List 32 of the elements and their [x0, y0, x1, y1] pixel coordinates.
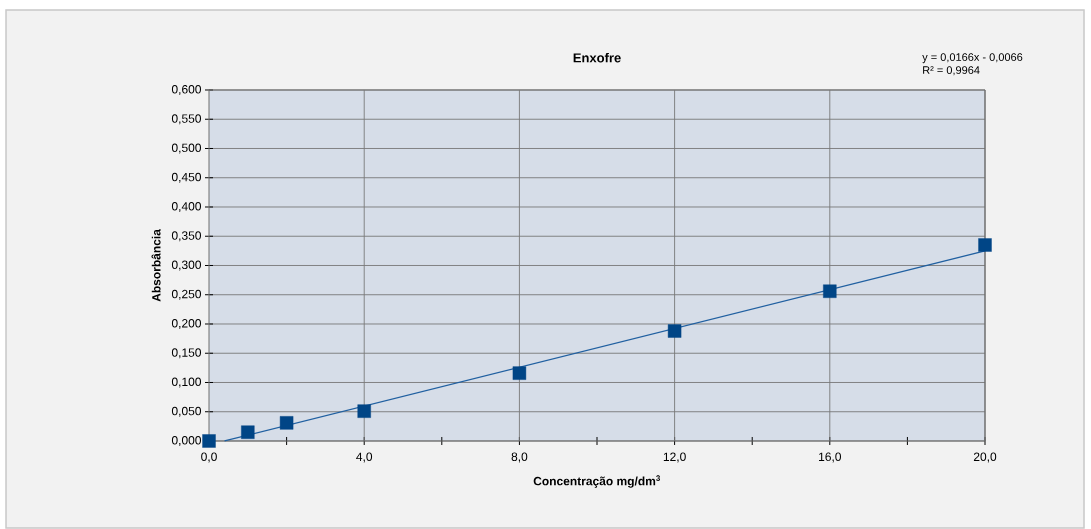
x-tick-label: 20,0 — [973, 452, 997, 463]
point — [512, 366, 527, 380]
x-tick-label: 12,0 — [663, 452, 686, 463]
y-tick-label: 0,300 — [171, 260, 202, 271]
x-tick-label: 8,0 — [511, 452, 528, 463]
y-tick-label: 0,000 — [171, 436, 202, 446]
y-tick-label: 0,100 — [171, 377, 202, 388]
y-tick-label: 0,350 — [171, 231, 202, 242]
y-tick-label: 0,550 — [171, 114, 202, 125]
y-axis-title: Absorbância — [151, 229, 161, 302]
point — [357, 404, 371, 418]
point — [667, 324, 682, 338]
y-tick-label: 0,150 — [171, 348, 202, 359]
y-tick-label: 0,250 — [171, 289, 202, 300]
point — [823, 284, 837, 298]
x-tick-label: 4,0 — [356, 452, 373, 463]
chart-title: Enxofre — [573, 52, 621, 63]
x-tick-label: 16,0 — [819, 452, 842, 463]
y-tick-label: 0,450 — [171, 172, 202, 183]
text: R² = 0,9964 — [923, 66, 980, 76]
text: y = 0,0166x - 0,0066 — [922, 53, 1023, 64]
y-tick-label: 0,200 — [171, 319, 202, 329]
point — [279, 416, 294, 430]
point — [978, 238, 992, 252]
y-tick-label: 0,050 — [171, 406, 202, 417]
y-tick-label: 0,600 — [171, 85, 202, 95]
y-tick-label: 0,400 — [171, 202, 202, 212]
point — [202, 434, 216, 448]
x-tick-label: 0,0 — [201, 452, 217, 463]
y-tick-label: 0,500 — [171, 143, 202, 154]
x-axis-title: Concentração mg/dm$^{3}$ — [533, 475, 661, 488]
point — [241, 425, 255, 439]
